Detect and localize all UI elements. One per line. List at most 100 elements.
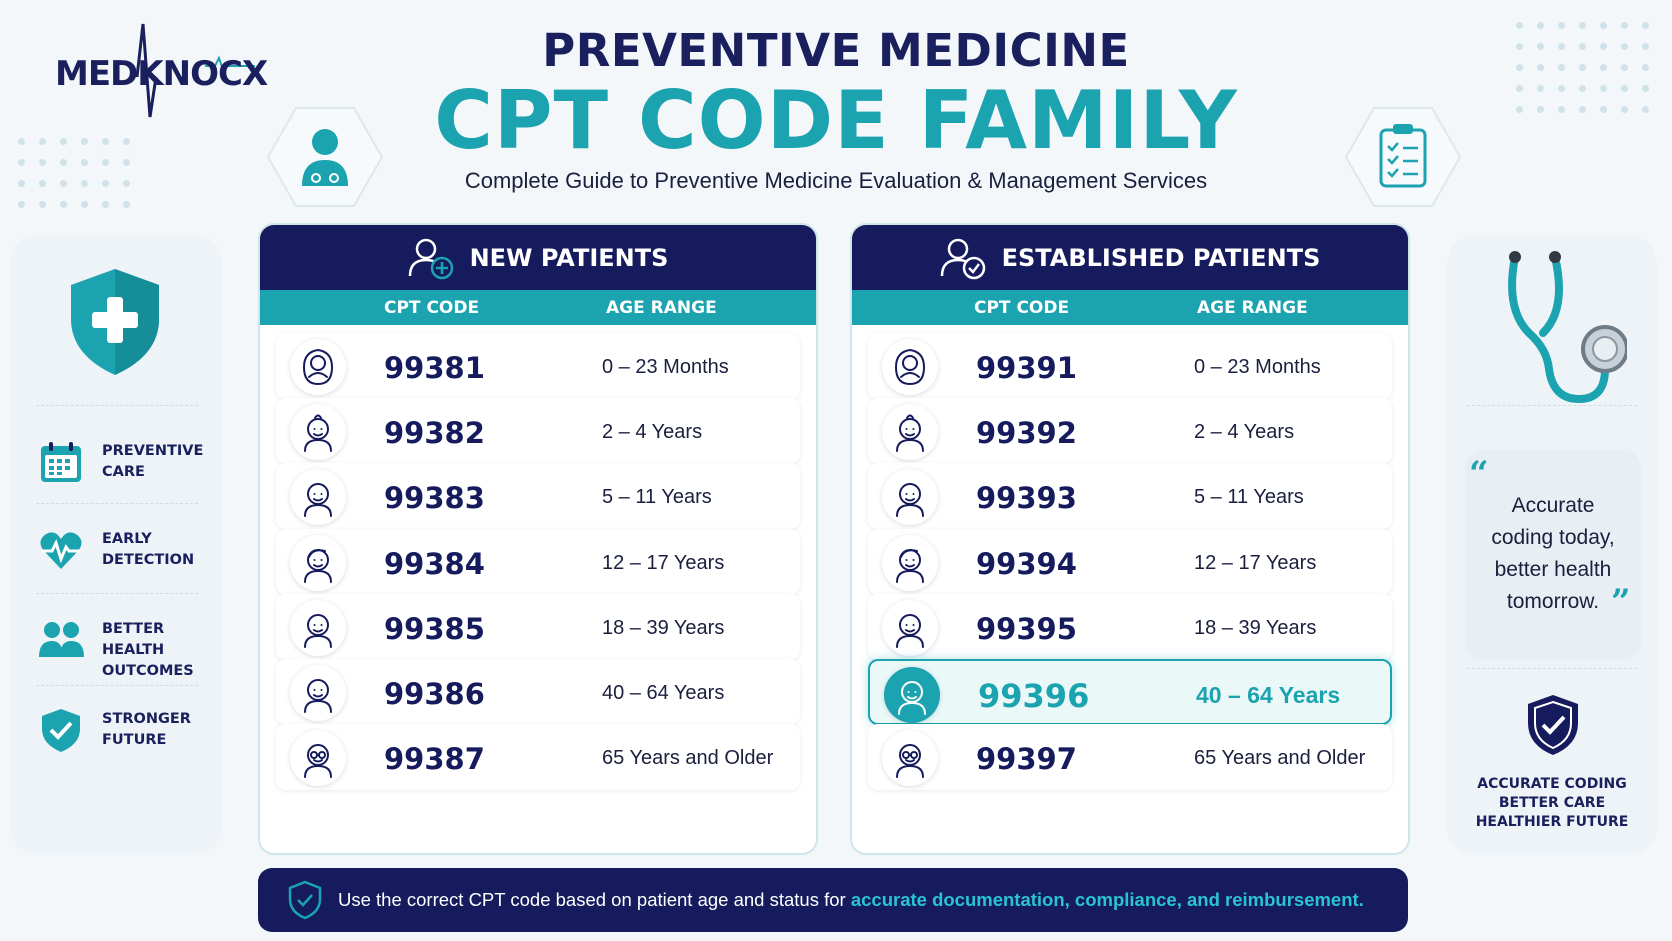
table-row: 99397 65 Years and Older	[868, 724, 1392, 791]
age-range: 5 – 11 Years	[1194, 486, 1304, 509]
column-age-range: AGE RANGE	[1197, 298, 1308, 318]
column-header-row: CPT CODE AGE RANGE	[852, 290, 1408, 325]
divider	[36, 405, 198, 406]
divider	[1467, 668, 1637, 669]
page-title-main: CPT CODE FAMILY	[434, 74, 1238, 167]
medknocx-logo: MEDKNOCX	[55, 22, 305, 122]
table-title: NEW PATIENTS	[469, 243, 669, 272]
age-range: 0 – 23 Months	[602, 356, 729, 378]
feature-label: BETTER HEALTH OUTCOMES	[102, 621, 194, 679]
page-subtitle: Complete Guide to Preventive Medicine Ev…	[464, 168, 1208, 193]
column-age-range: AGE RANGE	[606, 298, 717, 318]
open-quote-icon: “	[1469, 454, 1489, 494]
clipboard-icon	[1344, 107, 1462, 207]
feature-better-health: BETTER HEALTH OUTCOMES	[10, 593, 222, 685]
child-icon	[882, 469, 938, 526]
cpt-code: 99384	[384, 546, 485, 581]
adult-icon	[290, 665, 346, 721]
cpt-code: 99396	[978, 677, 1090, 715]
young-adult-icon	[290, 599, 346, 656]
cpt-code: 99397	[976, 742, 1077, 777]
new-patients-table: NEW PATIENTS CPT CODE AGE RANGE 99381 0 –…	[258, 223, 818, 855]
young-adult-icon	[882, 599, 938, 656]
shield-check-icon	[288, 880, 322, 920]
dot-grid-right	[1516, 22, 1649, 113]
table-row: 99384 12 – 17 Years	[276, 528, 800, 595]
stethoscope-icon	[1508, 251, 1627, 404]
age-range: 18 – 39 Years	[602, 616, 725, 639]
table-row: 99395 18 – 39 Years	[868, 593, 1392, 660]
age-range: 40 – 64 Years	[1196, 682, 1341, 708]
table-row: 99387 65 Years and Older	[276, 724, 800, 791]
infant-icon	[290, 339, 346, 395]
table-header: ESTABLISHED PATIENTS	[852, 225, 1408, 290]
table-row: 99393 5 – 11 Years	[868, 463, 1392, 530]
age-range: 12 – 17 Years	[1194, 551, 1317, 574]
toddler-icon	[290, 404, 346, 461]
features-panel: PREVENTIVE CARE EARLY DETECTION BETTER H…	[10, 235, 222, 855]
feature-label: PREVENTIVE CARE	[102, 443, 204, 480]
senior-icon	[290, 730, 346, 787]
table-row: 99381 0 – 23 Months	[276, 333, 800, 399]
column-cpt-code: CPT CODE	[974, 298, 1070, 318]
cpt-code: 99393	[976, 481, 1077, 516]
table-row: 99385 18 – 39 Years	[276, 593, 800, 660]
add-user-icon	[408, 238, 453, 279]
table-header: NEW PATIENTS	[260, 225, 816, 290]
verified-user-icon	[940, 238, 985, 279]
cpt-code: 99385	[384, 611, 485, 646]
table-title: ESTABLISHED PATIENTS	[1001, 243, 1321, 272]
ecg-line-icon	[135, 23, 255, 118]
toddler-icon	[882, 404, 938, 461]
table-row: 99382 2 – 4 Years	[276, 398, 800, 465]
child-icon	[290, 469, 346, 526]
cpt-code: 99391	[976, 351, 1077, 385]
quote-panel: “ Accurate coding today, better health t…	[1447, 235, 1657, 855]
heartbeat-icon	[40, 532, 82, 569]
divider	[1467, 405, 1637, 406]
logo-text: MEDKNOCX	[55, 54, 268, 94]
footer-text: Use the correct CPT code based on patien…	[338, 889, 1364, 910]
age-range: 65 Years and Older	[1194, 747, 1366, 770]
age-range: 5 – 11 Years	[602, 486, 712, 509]
divider	[36, 593, 198, 594]
table-row: 99386 40 – 64 Years	[276, 659, 800, 725]
calendar-icon	[41, 442, 81, 482]
cpt-code: 99395	[976, 611, 1077, 646]
medical-shield-icon	[71, 269, 159, 375]
footer-banner: Use the correct CPT code based on patien…	[258, 868, 1408, 932]
dot-grid-left	[18, 138, 130, 208]
table-row: 99383 5 – 11 Years	[276, 463, 800, 530]
age-range: 0 – 23 Months	[1194, 356, 1321, 378]
table-row: 99391 0 – 23 Months	[868, 333, 1392, 399]
quote-card: “ Accurate coding today, better health t…	[1465, 450, 1641, 660]
teen-icon	[290, 534, 346, 591]
cpt-code: 99392	[976, 416, 1077, 451]
motto-text: ACCURATE CODING BETTER CARE HEALTHIER FU…	[1475, 776, 1629, 830]
divider	[36, 503, 198, 504]
teen-icon	[882, 534, 938, 591]
doctor-icon	[266, 107, 384, 207]
senior-icon	[882, 730, 938, 787]
divider	[36, 685, 198, 686]
people-icon	[39, 622, 84, 657]
table-row: 99394 12 – 17 Years	[868, 528, 1392, 595]
age-range: 18 – 39 Years	[1194, 616, 1317, 639]
cpt-code: 99383	[384, 481, 485, 516]
age-range: 2 – 4 Years	[602, 421, 703, 444]
close-quote-icon: ”	[1611, 582, 1631, 622]
established-patients-table: ESTABLISHED PATIENTS CPT CODE AGE RANGE …	[850, 223, 1410, 855]
cpt-code: 99394	[976, 546, 1077, 581]
column-cpt-code: CPT CODE	[384, 298, 480, 318]
column-header-row: CPT CODE AGE RANGE	[260, 290, 816, 325]
page-title-top: PREVENTIVE MEDICINE	[542, 24, 1130, 77]
cpt-code: 99381	[384, 351, 485, 385]
quote-text: Accurate coding today, better health tom…	[1491, 494, 1615, 613]
table-row-highlighted: 99396 40 – 64 Years	[868, 659, 1392, 725]
age-range: 12 – 17 Years	[602, 551, 725, 574]
feature-label: STRONGER FUTURE	[102, 711, 191, 748]
age-range: 40 – 64 Years	[602, 682, 725, 704]
infant-icon	[882, 339, 938, 395]
cpt-code: 99382	[384, 416, 485, 451]
cpt-code: 99387	[384, 742, 485, 777]
